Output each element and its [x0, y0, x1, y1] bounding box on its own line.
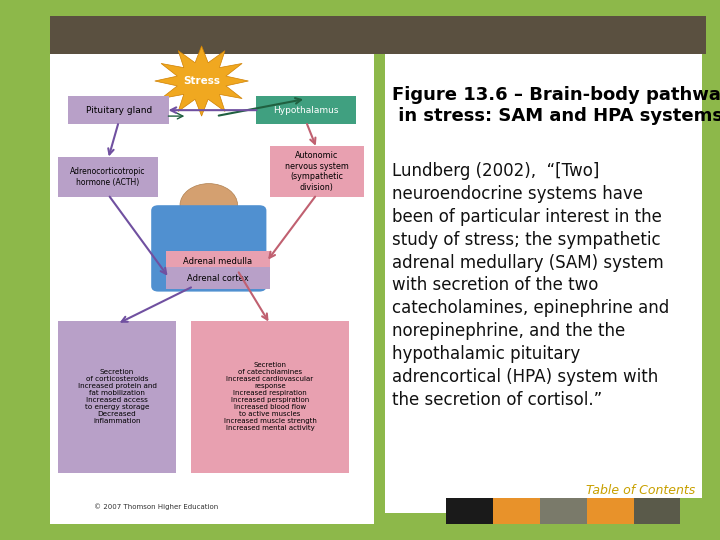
Text: Autonomic
nervous system
(sympathetic
division): Autonomic nervous system (sympathetic di… — [285, 151, 348, 192]
Text: Stress: Stress — [183, 76, 220, 86]
FancyBboxPatch shape — [385, 16, 702, 513]
Text: Adrenal medulla: Adrenal medulla — [183, 258, 253, 266]
Text: Adrenal cortex: Adrenal cortex — [187, 274, 248, 282]
FancyBboxPatch shape — [446, 498, 493, 524]
FancyBboxPatch shape — [540, 498, 587, 524]
FancyBboxPatch shape — [166, 251, 270, 273]
Text: Figure 13.6 – Brain-body pathways
 in stress: SAM and HPA systems: Figure 13.6 – Brain-body pathways in str… — [392, 86, 720, 125]
FancyBboxPatch shape — [680, 498, 720, 524]
FancyBboxPatch shape — [50, 16, 374, 524]
FancyBboxPatch shape — [191, 321, 349, 472]
Text: © 2007 Thomson Higher Education: © 2007 Thomson Higher Education — [94, 504, 218, 510]
Text: Secretion
of catecholamines
Increased cardiovascular
response
Increased respirat: Secretion of catecholamines Increased ca… — [224, 362, 316, 431]
FancyBboxPatch shape — [50, 16, 706, 54]
Text: Adrenocorticotropic
hormone (ACTH): Adrenocorticotropic hormone (ACTH) — [71, 167, 145, 186]
FancyBboxPatch shape — [493, 498, 540, 524]
Text: Hypothalamus: Hypothalamus — [274, 106, 338, 114]
FancyBboxPatch shape — [270, 146, 364, 197]
Polygon shape — [155, 46, 248, 116]
Text: Pituitary gland: Pituitary gland — [86, 106, 152, 114]
FancyBboxPatch shape — [587, 498, 634, 524]
FancyBboxPatch shape — [68, 96, 169, 124]
Text: Lundberg (2002),  “[Two]
neuroendocrine systems have
been of particular interest: Lundberg (2002), “[Two] neuroendocrine s… — [392, 162, 670, 409]
FancyBboxPatch shape — [634, 498, 680, 524]
Circle shape — [180, 184, 238, 227]
FancyBboxPatch shape — [58, 157, 158, 197]
FancyBboxPatch shape — [151, 205, 266, 292]
FancyBboxPatch shape — [58, 321, 176, 472]
FancyBboxPatch shape — [166, 267, 270, 289]
Text: Secretion
of corticosteroids
Increased protein and
fat mobilization
Increased ac: Secretion of corticosteroids Increased p… — [78, 369, 156, 424]
FancyBboxPatch shape — [256, 96, 356, 124]
Text: Table of Contents: Table of Contents — [585, 484, 695, 497]
